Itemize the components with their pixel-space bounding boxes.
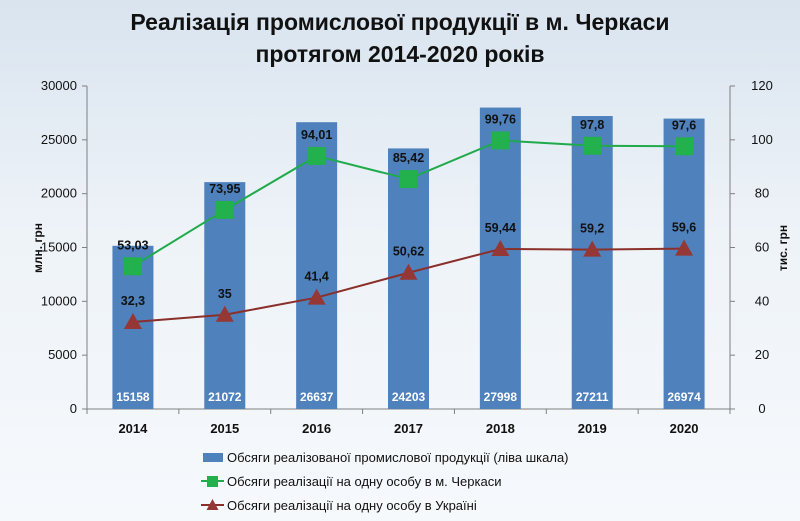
legend-cherkasy-marker [207, 476, 218, 487]
legend-label-bars: Обсяги реалізованої промислової продукці… [227, 450, 569, 465]
triangle-marker [675, 239, 694, 256]
left-tick-label: 30000 [41, 78, 77, 93]
line-value-label: 59,2 [580, 222, 604, 236]
bar-value-label: 27211 [576, 390, 609, 404]
legend-ukraine-marker [206, 499, 219, 510]
legend-item-bars: Обсяги реалізованої промислової продукці… [203, 450, 569, 465]
left-tick-label: 0 [70, 401, 77, 416]
x-tick-label: 2017 [394, 421, 423, 436]
line-value-label: 35 [218, 287, 232, 301]
line-value-label: 73,95 [209, 182, 240, 196]
bar-value-label: 15158 [116, 390, 150, 404]
left-tick-label: 10000 [41, 293, 77, 308]
right-tick-label: 20 [755, 347, 769, 362]
legend-item-ukraine: Обсяги реалізації на одну особу в Україн… [201, 498, 477, 513]
square-marker [307, 146, 326, 165]
right-tick-label: 60 [755, 240, 769, 255]
line-value-label: 50,62 [393, 245, 424, 259]
right-y-axis-label: тис. грн [776, 225, 790, 271]
line-value-label: 59,6 [672, 221, 696, 235]
line-value-label: 53,03 [117, 238, 148, 252]
right-tick-label: 80 [755, 186, 769, 201]
left-tick-label: 15000 [41, 240, 77, 255]
left-tick-label: 25000 [41, 132, 77, 147]
triangle-marker [583, 240, 602, 257]
bar-value-label: 21072 [208, 390, 242, 404]
x-tick-label: 2014 [118, 421, 148, 436]
line-value-label: 97,8 [580, 118, 604, 132]
line-value-label: 59,44 [485, 221, 516, 235]
triangle-marker [215, 305, 234, 322]
bar [479, 107, 521, 409]
line-value-label: 97,6 [672, 118, 696, 132]
bar-value-label: 26974 [667, 390, 701, 404]
line-value-label: 32,3 [121, 294, 145, 308]
square-marker [583, 136, 602, 155]
bar-value-label: 27998 [484, 390, 518, 404]
right-y-ticks: 0 20 40 60 80 100 120 [730, 78, 773, 416]
legend-bar-swatch [203, 453, 223, 462]
line-value-label: 85,42 [393, 151, 424, 165]
left-tick-label: 5000 [48, 347, 77, 362]
x-tick-label: 2016 [302, 421, 331, 436]
chart-title-line1: Реалізація промислової продукції в м. Че… [130, 9, 669, 35]
triangle-marker [123, 313, 142, 330]
left-y-ticks: 0 5000 10000 15000 20000 25000 30000 [41, 78, 87, 416]
legend-label-cherkasy: Обсяги реалізації на одну особу в м. Чер… [227, 474, 501, 489]
triangle-marker [399, 263, 418, 280]
bar [663, 118, 705, 410]
line-markers [123, 131, 694, 330]
bar-value-labels: 15158 21072 26637 24203 27998 27211 26974 [116, 390, 701, 404]
line-value-label: 94,01 [301, 128, 332, 142]
chart-title-line2: протягом 2014-2020 років [255, 41, 544, 67]
bar [571, 116, 613, 410]
triangle-marker [491, 240, 510, 257]
x-ticks: 2014 2015 2016 2017 2018 2019 2020 [86, 409, 731, 436]
x-tick-label: 2019 [578, 421, 607, 436]
line-value-label: 99,76 [485, 112, 516, 126]
bar [204, 182, 246, 409]
left-tick-label: 20000 [41, 186, 77, 201]
legend: Обсяги реалізованої промислової продукці… [201, 450, 569, 513]
legend-item-cherkasy: Обсяги реалізації на одну особу в м. Чер… [201, 474, 501, 489]
line-value-label: 41,4 [304, 270, 328, 284]
right-tick-label: 100 [751, 132, 773, 147]
right-tick-label: 0 [758, 401, 765, 416]
bar-series [112, 107, 705, 410]
square-marker [215, 200, 234, 219]
square-marker [491, 131, 510, 150]
right-tick-label: 120 [751, 78, 773, 93]
line-value-labels: 32,3 35 41,4 50,62 59,44 59,2 59,6 53,03 73,95 94… [117, 112, 696, 308]
bar [296, 122, 338, 409]
triangle-marker [307, 288, 326, 305]
legend-label-ukraine: Обсяги реалізації на одну особу в Україн… [227, 498, 477, 513]
bar-value-label: 26637 [300, 390, 334, 404]
x-tick-label: 2015 [210, 421, 239, 436]
x-tick-label: 2020 [670, 421, 699, 436]
square-marker [675, 137, 694, 156]
square-marker [123, 257, 142, 276]
bar-value-label: 24203 [392, 390, 426, 404]
x-tick-label: 2018 [486, 421, 515, 436]
right-tick-label: 40 [755, 293, 769, 308]
left-y-axis-label: млн. грн [31, 223, 45, 273]
square-marker [399, 170, 418, 189]
